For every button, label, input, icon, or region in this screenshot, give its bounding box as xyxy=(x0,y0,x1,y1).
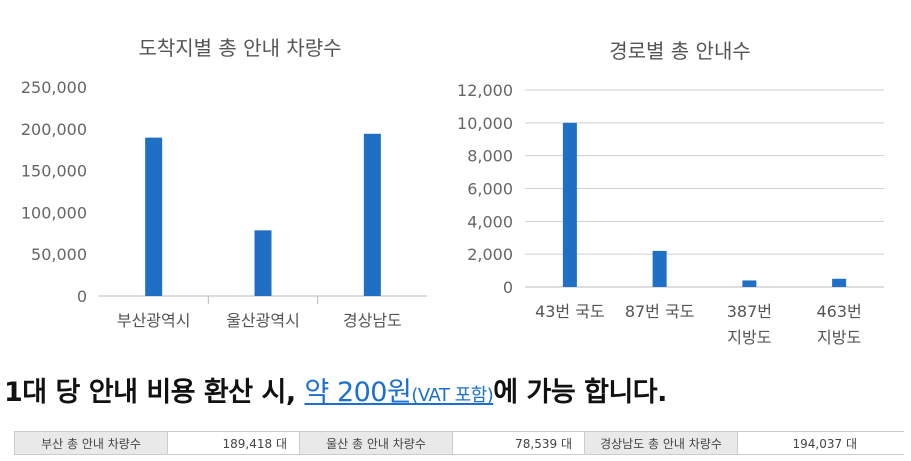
summary-label-ulsan: 울산 총 안내 차량수 xyxy=(299,432,453,454)
cost-link-vat: (VAT 포함) xyxy=(411,385,494,406)
y-tick-label: 2,000 xyxy=(467,245,513,264)
summary-value-gyeongnam: 194,037 대 xyxy=(792,436,857,451)
route-bar-chart: 경로별 총 안내수 0 2,000 4,000 6,000 8,000 10,000 12,0… xyxy=(440,0,911,360)
cost-link-amount: 약 200원 xyxy=(304,377,412,408)
headline-prefix: 1대 당 안내 비용 환산 시, xyxy=(4,377,305,408)
chart-title: 경로별 총 안내수 xyxy=(609,39,751,63)
bar xyxy=(254,230,272,296)
headline-suffix: 에 가능 합니다. xyxy=(493,377,667,408)
category-label: 87번 국도 xyxy=(625,302,695,321)
bar xyxy=(562,122,577,287)
y-tick-label: 150,000 xyxy=(21,162,87,181)
y-tick-label: 0 xyxy=(503,278,513,297)
y-tick-label: 50,000 xyxy=(31,245,87,264)
y-tick-label: 4,000 xyxy=(467,212,513,231)
summary-value-ulsan: 78,539 대 xyxy=(515,436,572,451)
bar xyxy=(363,133,381,296)
summary-label-busan: 부산 총 안내 차량수 xyxy=(14,432,168,454)
bar xyxy=(145,137,163,296)
category-label: 경상남도 xyxy=(343,311,402,330)
category-label: 울산광역시 xyxy=(226,311,300,330)
cost-headline: 1대 당 안내 비용 환산 시, 약 200원(VAT 포함)에 가능 합니다. xyxy=(4,370,667,409)
bar xyxy=(652,250,667,287)
chart-title: 도착지별 총 안내 차량수 xyxy=(138,36,341,60)
y-tick-label: 200,000 xyxy=(21,120,87,139)
y-tick-label: 0 xyxy=(77,287,87,306)
cost-link[interactable]: 약 200원(VAT 포함) xyxy=(305,377,494,408)
y-tick-label: 250,000 xyxy=(21,78,87,97)
y-tick-label: 100,000 xyxy=(21,203,87,222)
y-tick-label: 10,000 xyxy=(457,114,513,133)
y-tick-label: 6,000 xyxy=(467,180,513,199)
summary-table: 부산 총 안내 차량수 189,418 대 울산 총 안내 차량수 78,539… xyxy=(14,431,904,455)
category-label: 부산광역시 xyxy=(117,311,191,330)
y-tick-label: 8,000 xyxy=(467,147,513,166)
category-label: 43번 국도 xyxy=(535,302,605,321)
destination-bar-chart: 도착지별 총 안내 차량수 0 50,000 100,000 150,000 200,00… xyxy=(0,0,440,360)
summary-value-busan: 189,418 대 xyxy=(222,436,287,451)
bar xyxy=(742,280,757,287)
category-label: 387번 지방도 xyxy=(727,302,772,347)
y-tick-label: 12,000 xyxy=(457,81,513,100)
summary-label-gyeongnam: 경상남도 총 안내 차량수 xyxy=(584,432,738,454)
bar xyxy=(832,278,847,287)
category-label: 463번 지방도 xyxy=(816,302,861,347)
